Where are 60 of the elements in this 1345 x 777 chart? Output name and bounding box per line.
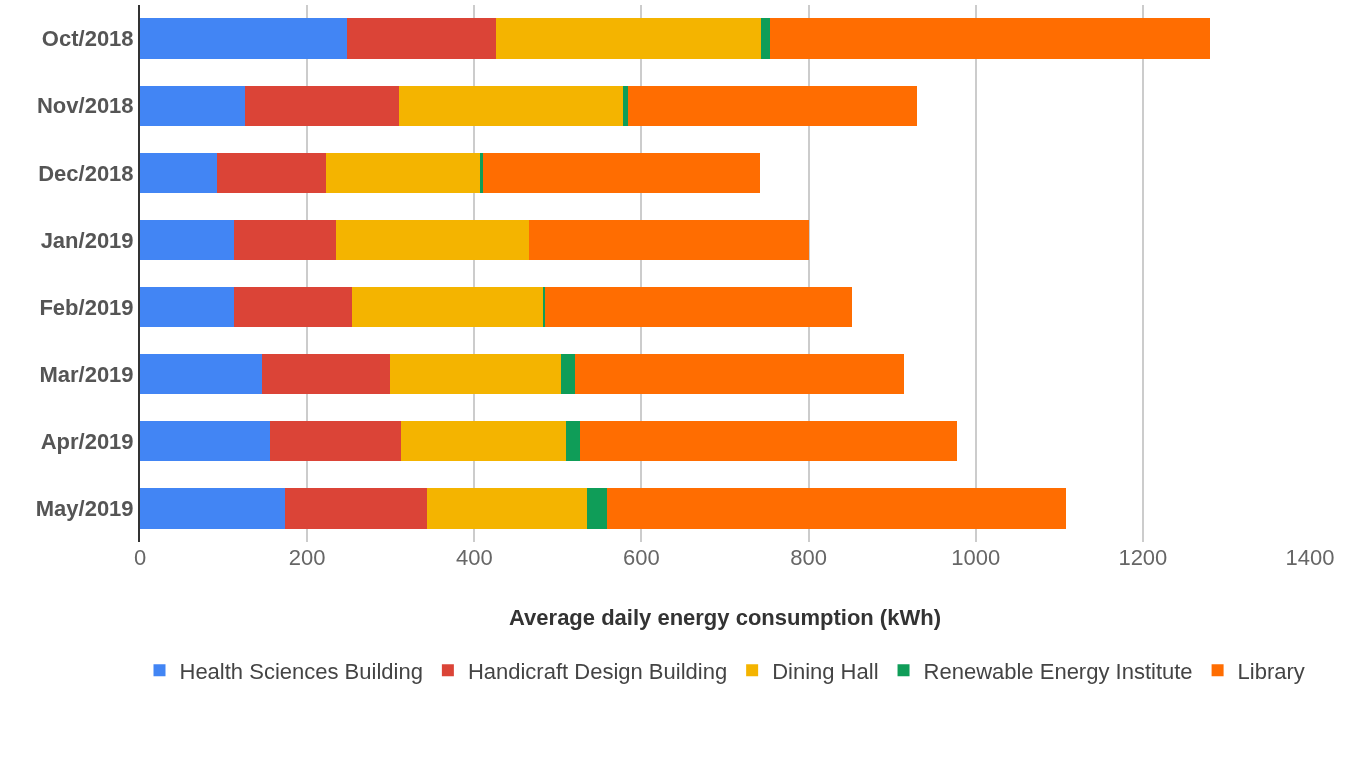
- y-tick-label: Dec/2018: [38, 160, 134, 186]
- bar: [426, 488, 588, 529]
- bar: [234, 219, 336, 261]
- bar: [140, 354, 263, 395]
- legend-label: Dining Hall: [772, 658, 879, 684]
- x-tick-label: 200: [288, 545, 326, 570]
- bar: [770, 18, 1210, 59]
- bar: [623, 85, 629, 126]
- x-tick-label: 800: [790, 545, 827, 570]
- bar: [140, 219, 235, 261]
- bar: [496, 18, 761, 59]
- bar: [269, 421, 401, 462]
- bar: [234, 286, 353, 328]
- bar: [140, 18, 348, 59]
- x-tick-label: 0: [133, 545, 147, 570]
- bar: [140, 85, 246, 126]
- legend-label: Renewable Energy Institute: [923, 658, 1193, 684]
- bar: [545, 286, 853, 328]
- legend-label: Library: [1237, 658, 1305, 684]
- bar: [245, 85, 400, 126]
- bar: [400, 421, 567, 462]
- bar: [140, 286, 235, 328]
- y-tick-label: Apr/2019: [40, 429, 134, 455]
- bar: [326, 152, 481, 193]
- x-tick-label: 600: [623, 545, 660, 570]
- legend-label: Handicraft Design Building: [467, 658, 728, 684]
- bar: [140, 421, 270, 462]
- bar: [285, 488, 427, 529]
- bar: [262, 354, 390, 395]
- bar: [399, 85, 624, 126]
- bar: [335, 219, 530, 261]
- bar: [140, 488, 286, 529]
- bar: [347, 18, 497, 59]
- bar: [140, 152, 217, 193]
- x-axis-title: Average daily energy consumption (kWh): [509, 604, 941, 630]
- bar: [575, 354, 904, 395]
- bar: [760, 18, 771, 59]
- y-tick-label: Mar/2019: [39, 361, 134, 387]
- bar: [587, 488, 608, 529]
- x-tick-label: 1400: [1285, 545, 1335, 570]
- bar: [628, 85, 918, 126]
- bar: [216, 152, 327, 193]
- legend-label: Health Sciences Building: [179, 658, 423, 684]
- x-tick-label: 400: [455, 545, 493, 570]
- bar: [480, 152, 483, 193]
- x-tick-label: 1200: [1118, 545, 1168, 570]
- y-tick-label: Oct/2018: [41, 26, 134, 52]
- bar: [561, 354, 576, 395]
- bar: [607, 488, 1066, 529]
- y-tick-label: May/2019: [35, 496, 134, 522]
- bar: [566, 421, 581, 462]
- bar: [482, 152, 761, 193]
- y-tick-label: Jan/2019: [40, 227, 134, 253]
- bar: [529, 219, 809, 261]
- bar: [580, 421, 958, 462]
- x-tick-label: 1000: [951, 545, 1001, 570]
- y-tick-label: Feb/2019: [39, 294, 134, 320]
- bar: [389, 354, 562, 395]
- bar: [352, 286, 543, 328]
- y-tick-label: Nov/2018: [36, 93, 134, 119]
